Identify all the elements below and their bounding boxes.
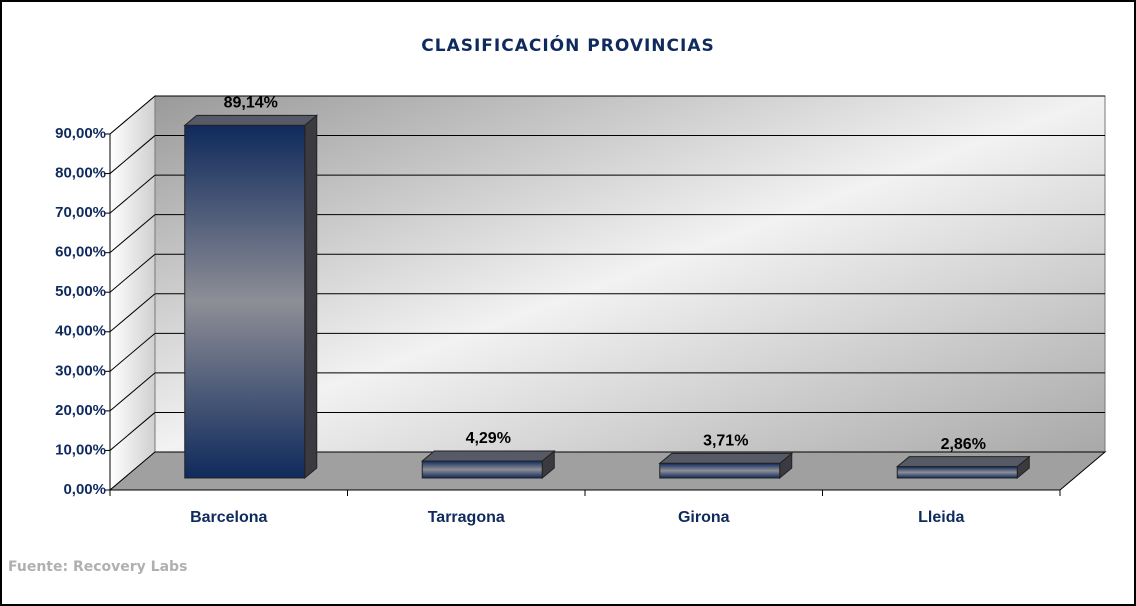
bar xyxy=(896,466,1018,479)
bar-side xyxy=(304,114,318,480)
grid-line xyxy=(109,174,156,214)
bar xyxy=(421,460,543,479)
y-tick-label: 90,00% xyxy=(55,125,106,142)
bar-top xyxy=(183,114,319,126)
value-label: 2,86% xyxy=(941,436,986,453)
grid-line xyxy=(109,332,156,372)
grid-line xyxy=(109,253,156,293)
x-tick-label: Barcelona xyxy=(190,509,267,526)
y-tick-label: 70,00% xyxy=(55,204,106,221)
x-tick-label: Tarragona xyxy=(428,509,505,526)
chart-title: CLASIFICACIÓN PROVINCIAS xyxy=(421,34,714,56)
y-tick-label: 40,00% xyxy=(55,323,106,340)
bar xyxy=(659,462,781,479)
grid-line xyxy=(109,293,156,333)
grid-line xyxy=(109,214,156,254)
y-tick-label: 10,00% xyxy=(55,441,106,458)
value-label: 89,14% xyxy=(224,95,278,112)
y-tick-label: 50,00% xyxy=(55,283,106,300)
bar-top xyxy=(895,456,1031,468)
grid-line xyxy=(109,412,156,451)
x-tick-label: Lleida xyxy=(918,509,964,526)
y-tick-label: 30,00% xyxy=(55,362,106,379)
y-tick-label: 0,00% xyxy=(63,481,106,498)
bar xyxy=(184,124,306,479)
bar-top xyxy=(420,450,556,462)
y-tick-label: 60,00% xyxy=(55,244,106,261)
y-tick-label: 80,00% xyxy=(55,165,106,182)
grid-line xyxy=(109,135,156,174)
x-tick-label: Girona xyxy=(678,509,730,526)
y-tick-label: 20,00% xyxy=(55,402,106,419)
source: Fuente: Recovery Labs xyxy=(8,559,187,575)
grid-line xyxy=(109,95,156,135)
value-label: 3,71% xyxy=(703,433,748,450)
value-label: 4,29% xyxy=(466,430,511,447)
bar-top xyxy=(658,452,794,464)
grid-line xyxy=(109,372,156,412)
